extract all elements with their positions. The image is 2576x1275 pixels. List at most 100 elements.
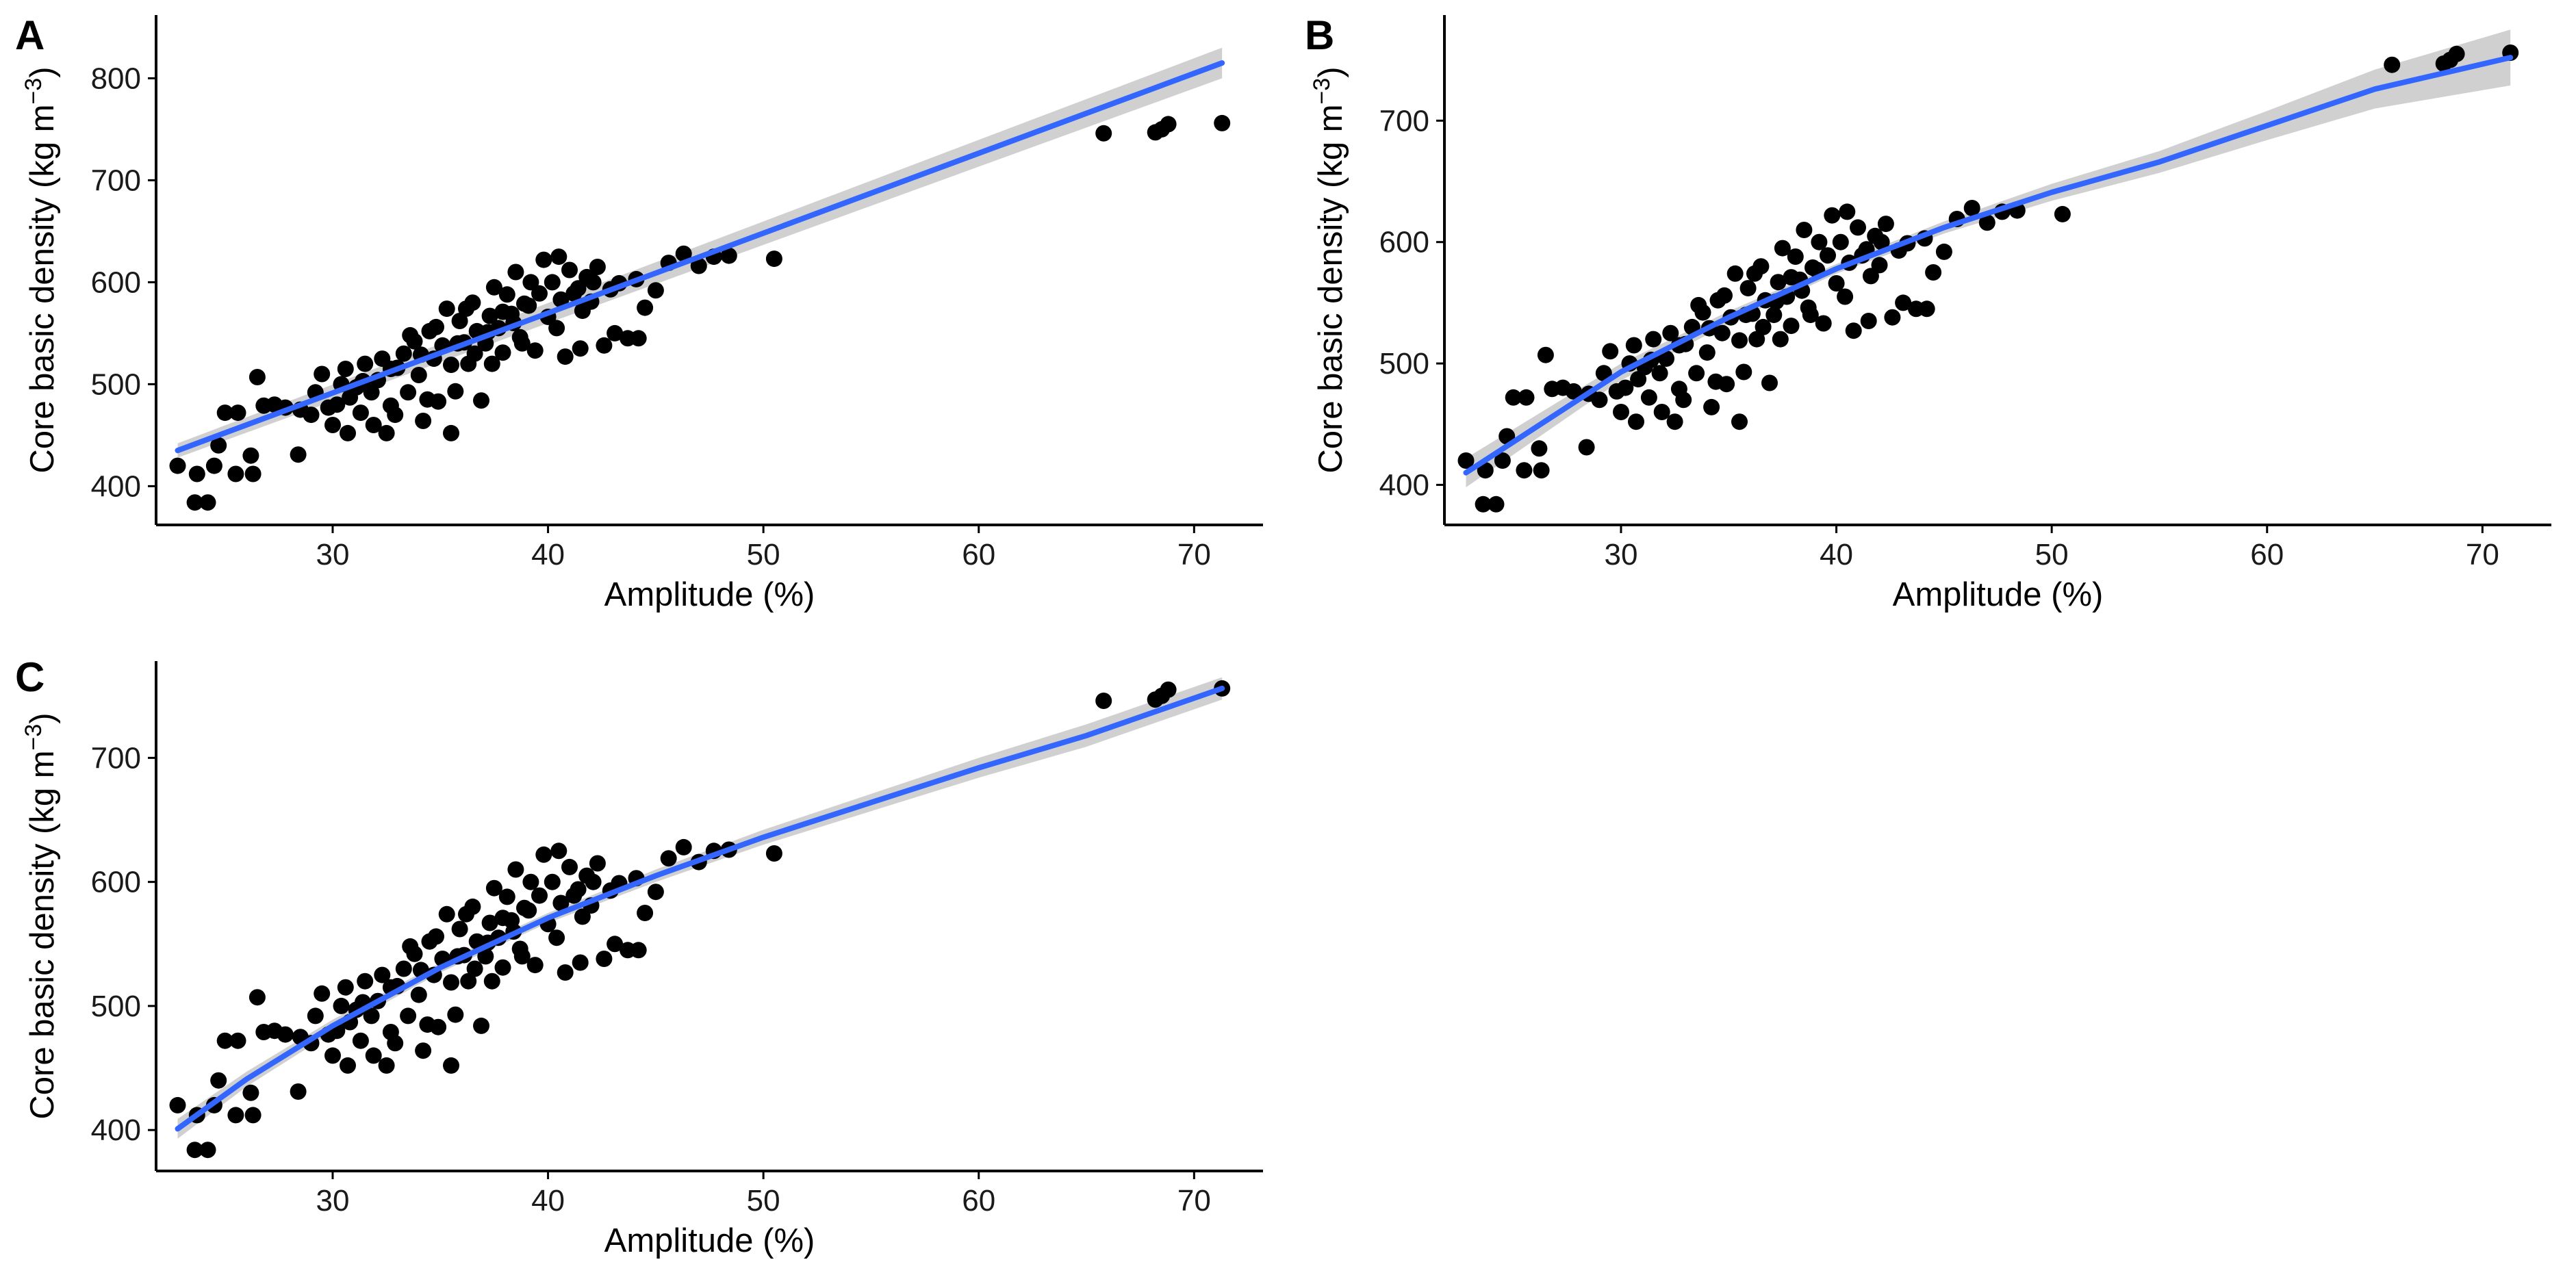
- data-point: [244, 465, 262, 482]
- data-point: [458, 300, 474, 318]
- x-tick-label: 40: [531, 1184, 565, 1218]
- y-tick-label: 600: [91, 866, 141, 899]
- data-point: [544, 274, 561, 291]
- data-point: [494, 959, 511, 976]
- data-point: [352, 404, 369, 422]
- data-point: [1772, 331, 1789, 348]
- y-axis-title-exponent: −3: [1309, 78, 1335, 105]
- x-tick-label: 60: [2250, 538, 2284, 571]
- data-point: [290, 446, 307, 463]
- data-point: [1739, 280, 1757, 297]
- data-point: [1537, 346, 1554, 363]
- data-point: [378, 424, 395, 441]
- data-point: [277, 1026, 294, 1043]
- y-axis-title-text: Core basic density (kg m: [24, 750, 61, 1119]
- data-point: [637, 905, 654, 921]
- x-tick-label: 30: [316, 1184, 349, 1218]
- x-tick-label: 70: [2466, 538, 2499, 571]
- data-point: [1871, 257, 1888, 274]
- data-point: [1675, 391, 1692, 409]
- data-point: [1783, 318, 1800, 335]
- data-point: [535, 846, 552, 863]
- data-point: [1748, 331, 1765, 348]
- data-point: [402, 326, 419, 344]
- data-point: [544, 873, 561, 890]
- data-point: [1602, 343, 1619, 360]
- data-point: [1578, 439, 1595, 456]
- data-point: [1783, 269, 1800, 286]
- data-point: [561, 858, 578, 875]
- data-point: [589, 259, 606, 275]
- data-point: [443, 357, 459, 374]
- data-point: [481, 307, 498, 324]
- data-point: [720, 247, 737, 264]
- data-point: [548, 320, 565, 337]
- data-point: [410, 986, 427, 1003]
- data-point: [248, 989, 266, 1006]
- x-tick-label: 60: [962, 1184, 995, 1218]
- data-point: [1703, 398, 1720, 415]
- y-axis-title: Core basic density (kg m−3): [1309, 66, 1349, 473]
- data-point: [1698, 344, 1716, 361]
- data-point: [1802, 307, 1819, 324]
- data-point: [1925, 264, 1942, 281]
- data-point: [765, 845, 782, 862]
- y-tick-label: 500: [91, 990, 141, 1023]
- x-tick-label: 60: [962, 538, 995, 571]
- data-point: [320, 399, 337, 416]
- y-tick-label: 600: [91, 266, 141, 299]
- data-point: [466, 960, 483, 977]
- data-point: [477, 948, 494, 965]
- data-point: [438, 905, 455, 923]
- data-point: [466, 345, 483, 362]
- data-point: [675, 838, 692, 855]
- data-point: [1565, 383, 1582, 400]
- data-point: [596, 337, 613, 354]
- data-point: [1533, 462, 1550, 479]
- panel-b: 30 40 50 60 70 400 500 600 700 Amplitude (%) Core …: [1305, 12, 2551, 613]
- data-point: [337, 979, 354, 996]
- data-point: [526, 342, 544, 359]
- data-point: [415, 413, 432, 429]
- data-point: [307, 1007, 324, 1025]
- data-point: [690, 257, 707, 274]
- data-point: [637, 299, 654, 316]
- data-point: [199, 1142, 216, 1159]
- data-point: [2054, 205, 2071, 222]
- data-point: [188, 465, 205, 482]
- data-point: [572, 340, 589, 357]
- data-point: [1820, 247, 1836, 264]
- data-point: [481, 914, 498, 931]
- y-axis-title-text: Core basic density (kg m: [24, 104, 61, 473]
- y-tick-label: 700: [91, 164, 141, 197]
- data-point: [1477, 462, 1494, 479]
- data-point: [410, 367, 427, 383]
- y-tick-label: 700: [1379, 104, 1429, 138]
- y-tick-label: 500: [91, 368, 141, 401]
- data-point: [400, 1007, 417, 1025]
- data-point: [535, 251, 552, 268]
- data-point: [378, 1057, 395, 1074]
- data-point: [460, 973, 477, 990]
- data-point: [1628, 413, 1644, 430]
- data-point: [522, 274, 539, 291]
- data-point: [438, 300, 455, 318]
- data-point: [1690, 296, 1707, 313]
- data-point: [494, 910, 511, 927]
- data-point: [395, 345, 412, 362]
- data-point: [447, 383, 464, 400]
- y-tick-label: 400: [91, 1113, 141, 1147]
- data-point: [589, 855, 606, 872]
- data-point: [352, 1032, 369, 1049]
- data-point: [765, 250, 782, 268]
- y-axis-title-tail: ): [24, 712, 61, 723]
- data-point: [242, 1084, 259, 1101]
- data-point: [531, 285, 548, 302]
- data-point: [303, 407, 320, 424]
- data-point: [248, 369, 266, 385]
- data-point: [363, 384, 380, 401]
- data-point: [1666, 413, 1683, 430]
- panel-letter: C: [15, 654, 44, 700]
- data-point: [402, 938, 419, 955]
- data-point: [229, 1032, 246, 1049]
